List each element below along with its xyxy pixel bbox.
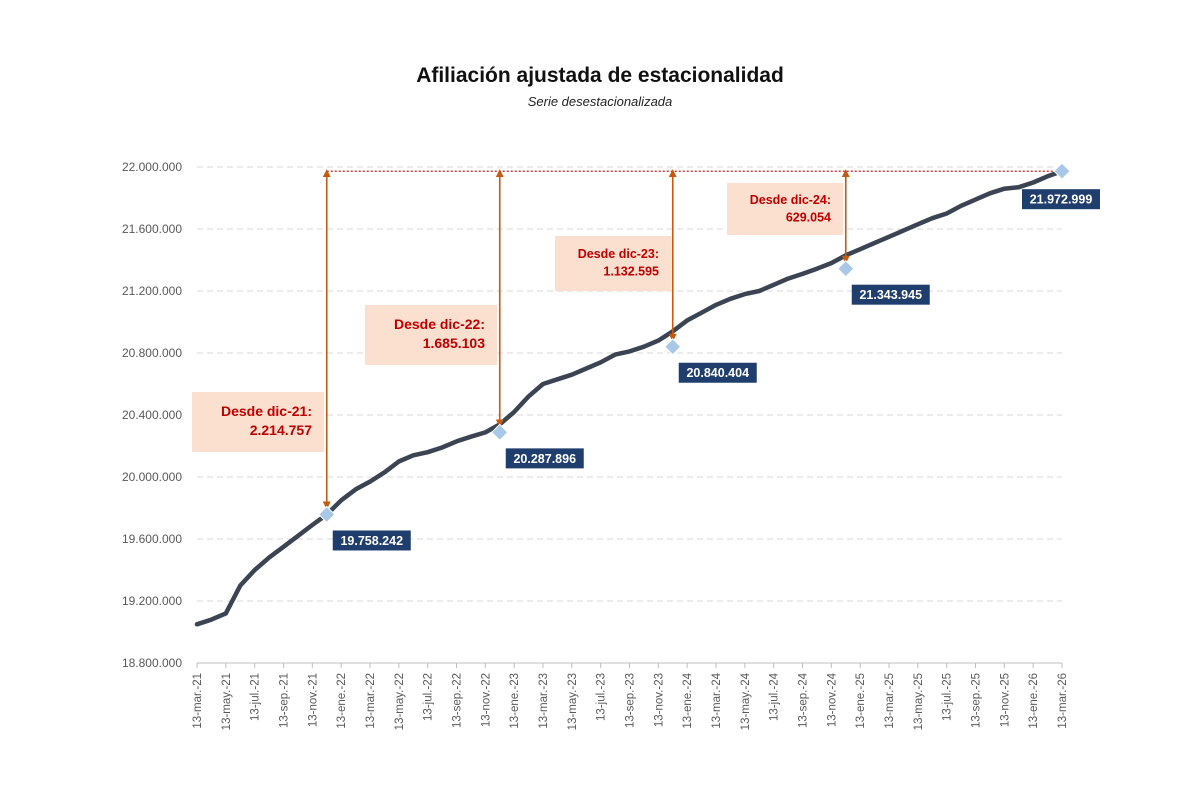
annotation-box <box>365 305 497 365</box>
x-tick-label: 13-sep.-23 <box>625 673 637 728</box>
y-tick-label: 20.400.000 <box>122 408 182 422</box>
x-tick-label: 13-mar.-22 <box>365 673 377 729</box>
x-tick-label: 13-mar.-25 <box>884 673 896 729</box>
annotation-value: 1.132.595 <box>603 265 659 279</box>
x-tick-label: 13-sep.-21 <box>279 673 291 728</box>
chart-subtitle: Serie desestacionalizada <box>527 94 673 109</box>
value-label: 19.758.242 <box>340 534 403 548</box>
annotation-box <box>727 183 843 235</box>
x-tick-label: 13-may.-21 <box>221 673 233 730</box>
x-tick-label: 13-may.-25 <box>913 673 925 730</box>
annotation-title: Desde dic-24: <box>750 193 831 207</box>
y-tick-label: 20.000.000 <box>122 470 182 484</box>
annotation-value: 629.054 <box>786 210 831 224</box>
annotation-box <box>555 236 671 291</box>
value-label-box <box>1022 189 1100 210</box>
annotation-box <box>192 392 324 452</box>
y-tick-label: 18.800.000 <box>122 656 182 670</box>
x-tick-label: 13-mar.-24 <box>711 672 723 728</box>
value-label-box <box>332 530 411 551</box>
annotation-title: Desde dic-23: <box>578 247 659 261</box>
x-tick-label: 13-nov.-21 <box>307 673 319 727</box>
x-tick-label: 13-ene.-24 <box>682 672 694 728</box>
value-label-box <box>851 284 930 305</box>
data-marker <box>837 259 855 278</box>
x-tick-label: 13-ene.-25 <box>855 673 867 729</box>
x-tick-label: 13-jul.-23 <box>596 673 608 721</box>
data-marker <box>491 423 509 442</box>
x-tick-label: 13-jul.-25 <box>942 673 954 721</box>
annotation-value: 1.685.103 <box>423 335 485 351</box>
data-marker <box>1053 162 1071 180</box>
data-marker <box>318 505 336 524</box>
annotation-title: Desde dic-21: <box>221 403 312 419</box>
x-tick-label: 13-sep.-24 <box>798 672 810 728</box>
x-tick-label: 13-nov.-23 <box>653 673 665 727</box>
y-tick-label: 22.000.000 <box>122 160 182 174</box>
value-label: 21.972.999 <box>1030 193 1093 207</box>
x-tick-label: 13-jul.-22 <box>423 673 435 721</box>
value-label: 20.287.896 <box>513 452 576 466</box>
x-tick-label: 13-nov.-24 <box>826 672 838 727</box>
x-tick-label: 13-ene.-23 <box>509 673 521 729</box>
x-tick-label: 13-mar.-26 <box>1057 673 1069 729</box>
y-tick-label: 19.600.000 <box>122 532 182 546</box>
y-tick-label: 21.600.000 <box>122 222 182 236</box>
series-line <box>194 168 1065 627</box>
x-tick-label: 13-mar.-21 <box>192 673 204 729</box>
x-tick-label: 13-may.-22 <box>394 673 406 730</box>
annotation-value: 2.214.757 <box>250 422 312 438</box>
y-tick-label: 21.200.000 <box>122 284 182 298</box>
x-tick-label: 13-sep.-22 <box>452 673 464 728</box>
y-tick-label: 19.200.000 <box>122 594 182 608</box>
x-tick-label: 13-sep.-25 <box>971 673 983 728</box>
x-tick-label: 13-ene.-26 <box>1028 673 1040 729</box>
value-label-box <box>505 448 584 469</box>
x-tick-label: 13-jul.-24 <box>769 672 781 721</box>
value-label-box <box>678 362 757 383</box>
x-tick-label: 13-jul.-21 <box>250 673 262 721</box>
y-tick-label: 20.800.000 <box>122 346 182 360</box>
x-tick-label: 13-nov.-25 <box>999 673 1011 727</box>
value-label: 20.840.404 <box>686 366 749 380</box>
annotation-title: Desde dic-22: <box>394 316 485 332</box>
chart-title: Afiliación ajustada de estacionalidad <box>416 64 784 87</box>
x-tick-label: 13-ene.-22 <box>336 673 348 729</box>
x-tick-label: 13-nov.-22 <box>480 673 492 727</box>
x-tick-label: 13-mar.-23 <box>538 673 550 729</box>
value-label: 21.343.945 <box>859 288 922 302</box>
data-marker <box>664 338 682 356</box>
x-tick-label: 13-may.-24 <box>740 672 752 730</box>
x-tick-label: 13-may.-23 <box>567 673 579 730</box>
